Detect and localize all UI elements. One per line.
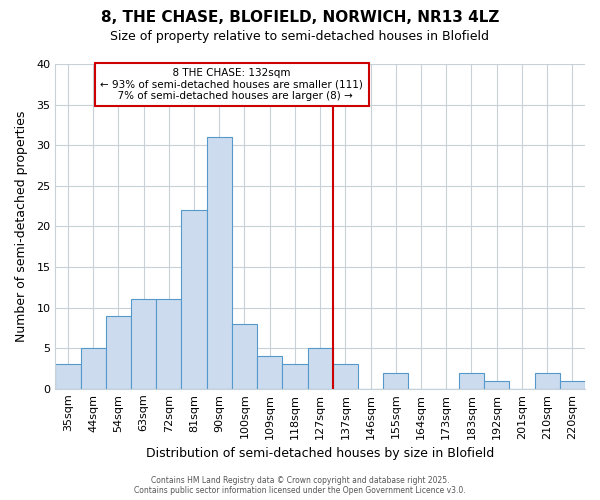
Bar xyxy=(308,348,333,389)
Bar xyxy=(206,137,232,389)
Bar xyxy=(283,364,308,389)
Bar xyxy=(106,316,131,389)
Bar xyxy=(560,380,585,389)
Text: 8, THE CHASE, BLOFIELD, NORWICH, NR13 4LZ: 8, THE CHASE, BLOFIELD, NORWICH, NR13 4L… xyxy=(101,10,499,25)
Bar xyxy=(535,372,560,389)
Bar xyxy=(232,324,257,389)
Bar xyxy=(459,372,484,389)
Bar xyxy=(333,364,358,389)
X-axis label: Distribution of semi-detached houses by size in Blofield: Distribution of semi-detached houses by … xyxy=(146,447,494,460)
Bar xyxy=(80,348,106,389)
Bar xyxy=(131,300,156,389)
Bar xyxy=(484,380,509,389)
Bar xyxy=(55,364,80,389)
Text: Contains HM Land Registry data © Crown copyright and database right 2025.
Contai: Contains HM Land Registry data © Crown c… xyxy=(134,476,466,495)
Bar xyxy=(181,210,206,389)
Text: 8 THE CHASE: 132sqm  
← 93% of semi-detached houses are smaller (111)
  7% of se: 8 THE CHASE: 132sqm ← 93% of semi-detach… xyxy=(100,68,364,102)
Bar xyxy=(383,372,409,389)
Y-axis label: Number of semi-detached properties: Number of semi-detached properties xyxy=(15,110,28,342)
Text: Size of property relative to semi-detached houses in Blofield: Size of property relative to semi-detach… xyxy=(110,30,490,43)
Bar xyxy=(257,356,283,389)
Bar xyxy=(156,300,181,389)
